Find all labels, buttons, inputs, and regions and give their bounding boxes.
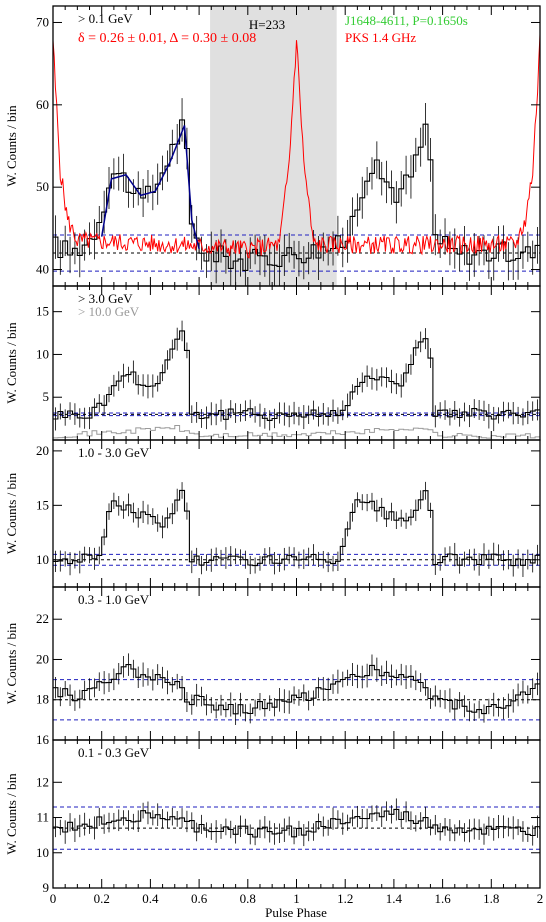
y-axis-label: W. Counts / bin — [4, 105, 19, 187]
pulsar-label: J1648-4611, P=0.1650s — [345, 13, 468, 28]
x-tick-label: 1 — [293, 891, 300, 906]
y-tick-label: 50 — [36, 179, 49, 194]
panel-5: 9 10 11 12 W. Counts / bin 0.1 - 0.3 GeV — [4, 739, 541, 895]
y-tick-label: 11 — [36, 810, 49, 825]
y-tick-label: 15 — [36, 497, 49, 512]
energy-label-secondary: > 10.0 GeV — [78, 304, 140, 319]
gamma-histogram — [53, 808, 540, 838]
gamma-histogram — [53, 330, 540, 421]
gamma-histogram — [53, 119, 540, 271]
y-tick-label: 70 — [36, 14, 49, 29]
energy-label: 1.0 - 3.0 GeV — [78, 445, 150, 460]
y-tick-label: 10 — [36, 346, 49, 361]
x-tick-label: 1.2 — [337, 891, 353, 906]
y-axis-label: W. Counts / bin — [4, 472, 19, 554]
x-tick-label: 1.6 — [434, 891, 451, 906]
panel-4: 16 18 20 22 W. Counts / bin 0.3 - 1.0 GeV — [4, 586, 541, 747]
x-tick-label: 0.6 — [191, 891, 208, 906]
y-tick-label: 10 — [36, 845, 49, 860]
gamma-histogram — [53, 489, 540, 567]
y-tick-label: 9 — [43, 880, 50, 895]
x-axis-label: Pulse Phase — [265, 905, 327, 920]
y-axis-label: W. Counts / bin — [4, 773, 19, 855]
radio-profile-line — [52, 34, 541, 259]
panel-frame — [52, 586, 541, 741]
y-tick-label: 40 — [36, 262, 49, 277]
panel-3: 10 15 20 W. Counts / bin 1.0 - 3.0 GeV — [4, 439, 541, 588]
h-statistic-label: H=233 — [249, 17, 285, 32]
fit-curve — [100, 125, 200, 250]
panel-2: 5 10 15 W. Counts / bin > 3.0 GeV> 10.0 GeV — [4, 285, 541, 441]
x-tick-label: 0 — [50, 891, 57, 906]
y-tick-label: 22 — [36, 611, 49, 626]
y-tick-label: 16 — [36, 732, 50, 747]
y-tick-label: 20 — [36, 651, 49, 666]
y-tick-label: 20 — [36, 443, 49, 458]
radio-label: PKS 1.4 GHz — [345, 30, 416, 45]
y-tick-label: 18 — [36, 692, 49, 707]
y-tick-label: 5 — [43, 389, 50, 404]
x-tick-label: 0.8 — [240, 891, 256, 906]
energy-label: 0.3 - 1.0 GeV — [78, 592, 150, 607]
y-axis-label: W. Counts / bin — [4, 622, 19, 704]
y-tick-label: 12 — [36, 774, 49, 789]
x-tick-label: 0.4 — [142, 891, 159, 906]
x-tick-label: 1.8 — [483, 891, 499, 906]
y-tick-label: 15 — [36, 304, 49, 319]
x-tick-label: 0.2 — [94, 891, 110, 906]
energy-label: > 0.1 GeV — [78, 11, 133, 26]
gamma-histogram — [53, 664, 540, 715]
x-tick-label: 2 — [537, 891, 544, 906]
x-tick-label: 1.4 — [386, 891, 403, 906]
off-pulse-shade — [210, 6, 337, 286]
y-axis-label: W. Counts / bin — [4, 322, 19, 404]
energy-label: > 3.0 GeV — [78, 291, 133, 306]
y-tick-label: 60 — [36, 97, 49, 112]
panel-frame — [52, 739, 541, 889]
y-tick-label: 10 — [36, 552, 49, 567]
energy-label: 0.1 - 0.3 GeV — [78, 745, 150, 760]
peak-parameters-label: δ = 0.26 ± 0.01, Δ = 0.30 ± 0.08 — [78, 31, 256, 46]
